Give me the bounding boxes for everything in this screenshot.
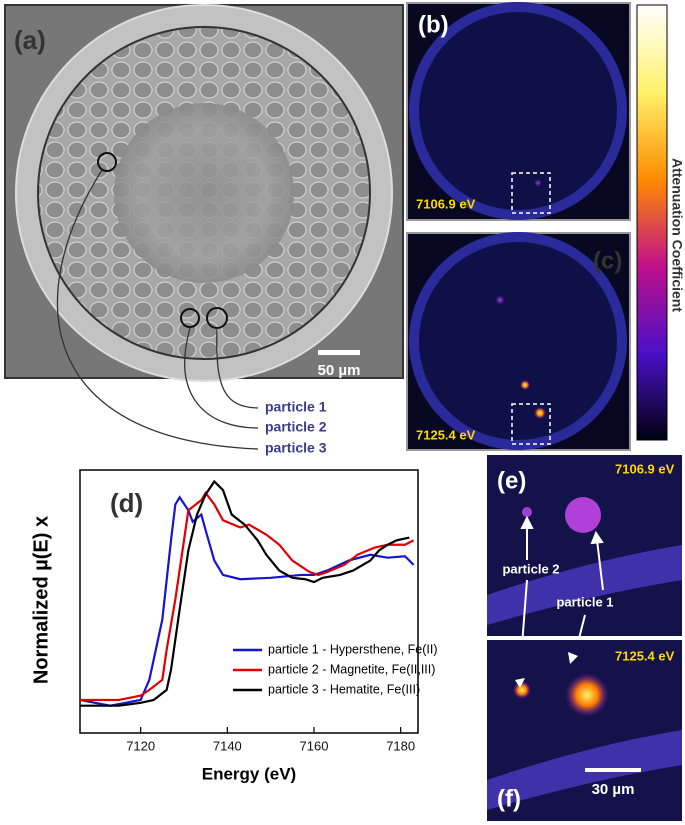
- particle-label: particle 2: [265, 419, 327, 435]
- x-tick-label: 7180: [386, 738, 415, 753]
- series-line: [80, 491, 415, 702]
- legend-label: particle 3 - Hematite, Fe(III): [268, 682, 420, 696]
- particle-marker: [180, 308, 200, 328]
- panel-label: (e): [497, 467, 526, 494]
- particle-label: particle 2: [502, 561, 559, 576]
- scale-text: 30 µm: [592, 781, 635, 798]
- particle: [513, 681, 531, 699]
- particle: [522, 507, 532, 517]
- scale-bar: [585, 768, 641, 772]
- capillary-wall: [487, 730, 682, 810]
- panel-label: (a): [14, 25, 46, 55]
- x-tick-label: 7160: [300, 738, 329, 753]
- capillary: [409, 232, 627, 450]
- energy-label: 7125.4 eV: [615, 648, 675, 663]
- capillary: [409, 2, 627, 220]
- plot-frame: [79, 469, 419, 734]
- legend-label: particle 1 - Hypersthene, Fe(II): [268, 642, 438, 656]
- x-axis-label: Energy (eV): [202, 764, 296, 783]
- x-tick-label: 7120: [126, 738, 155, 753]
- particle: [565, 497, 601, 533]
- panel-label: (f): [497, 785, 521, 812]
- panel-label: (c): [593, 247, 622, 274]
- particle-label: particle 1: [265, 399, 327, 415]
- energy-label: 7106.9 eV: [416, 196, 476, 211]
- energy-label: 7125.4 eV: [416, 427, 476, 442]
- particle: [534, 407, 546, 419]
- leader-lines: [56, 169, 259, 450]
- panel-f: 7125.4 eV 30 µm (f): [487, 640, 682, 821]
- legend-label: particle 2 - Magnetite, Fe(II,III): [268, 662, 435, 676]
- scale-bar: [318, 350, 360, 355]
- panel-c: (c) 7125.4 eV: [406, 232, 631, 451]
- scale-text: 50 µm: [318, 362, 361, 379]
- colorbar: [636, 4, 668, 441]
- panel-b: (b) 7106.9 eV: [406, 2, 631, 221]
- particle: [534, 179, 542, 187]
- energy-label: 7106.9 eV: [615, 461, 675, 476]
- roi-box: [511, 403, 551, 445]
- particle: [495, 295, 505, 305]
- particle: [565, 673, 609, 717]
- panel-e: (e) 7106.9 eV particle 2 particle 1: [487, 455, 682, 673]
- panel-label: (d): [110, 488, 143, 518]
- particle-label: particle 1: [556, 594, 613, 609]
- particle-marker: [97, 152, 117, 172]
- particle-label: particle 3: [265, 440, 327, 456]
- chart: (d) Energy (eV) Normalized µ(E) x 7120 71…: [30, 469, 438, 783]
- panel-a: 50 µm (a) particle 1 particle 2 particle…: [4, 4, 404, 456]
- capillary-wall: [487, 545, 682, 625]
- arrowhead: [568, 652, 578, 664]
- y-axis-label: Normalized µ(E) x: [30, 516, 52, 684]
- colorbar-label: Attenuation Coefficient: [669, 158, 685, 312]
- roi-box: [511, 172, 551, 214]
- particle: [520, 380, 530, 390]
- series-line: [80, 479, 410, 707]
- panel-label: (b): [418, 11, 449, 38]
- sample-center: [114, 103, 294, 283]
- arrowhead: [515, 678, 525, 688]
- x-tick-label: 7140: [213, 738, 242, 753]
